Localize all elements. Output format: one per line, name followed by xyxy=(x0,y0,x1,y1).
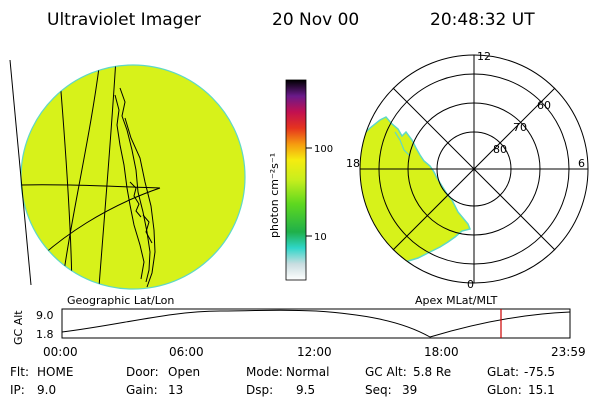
strip-axis-label: GC Alt xyxy=(12,310,25,345)
strip-xtick-0000: 00:00 xyxy=(43,345,78,359)
status-value: -75.5 xyxy=(524,365,555,379)
mlt-line-diag-2 xyxy=(392,87,556,251)
colorbar-unit-label: photon cm⁻²s⁻¹ xyxy=(268,153,281,238)
strip-xtick-1800: 18:00 xyxy=(424,345,459,359)
strip-xtick-2359: 23:59 xyxy=(551,345,586,359)
status-key: Dsp: xyxy=(246,383,273,397)
mlat-label-70: 70 xyxy=(513,121,527,134)
mlat-label-60: 60 xyxy=(537,99,551,112)
geographic-caption: Geographic Lat/Lon xyxy=(67,294,174,307)
status-key: Flt: xyxy=(10,365,29,379)
auroral-oval xyxy=(360,116,472,265)
mlt-label-0: 0 xyxy=(467,278,474,291)
status-value: 9.5 xyxy=(296,383,315,397)
altitude-curve xyxy=(61,309,571,338)
status-value: Open xyxy=(168,365,200,379)
header: Ultraviolet Imager 20 Nov 00 20:48:32 UT xyxy=(47,10,535,30)
status-block: Flt: HOME Door: Open Mode: Normal GC Alt… xyxy=(10,365,555,397)
colorbar: 100 10 photon cm⁻²s⁻¹ xyxy=(268,79,333,281)
status-key: GLon: xyxy=(487,383,522,397)
status-key: Seq: xyxy=(365,383,392,397)
image-disk xyxy=(20,64,246,290)
status-value: 9.0 xyxy=(37,383,56,397)
status-value: 15.1 xyxy=(528,383,555,397)
status-value: Normal xyxy=(286,365,329,379)
mlat-label-80: 80 xyxy=(493,143,507,156)
strip-xtick-1200: 12:00 xyxy=(297,345,332,359)
status-key: GLat: xyxy=(487,365,519,379)
strip-frame xyxy=(61,308,571,339)
status-key: Door: xyxy=(126,365,159,379)
status-key: Mode: xyxy=(246,365,283,379)
strip-xtick-0600: 06:00 xyxy=(169,345,204,359)
instrument-title: Ultraviolet Imager xyxy=(47,10,201,30)
status-row-2: IP: 9.0 Gain: 13 Dsp: 9.5 Seq: 39 GLon: … xyxy=(10,383,555,397)
status-key: IP: xyxy=(10,383,25,397)
status-key: Gain: xyxy=(126,383,158,397)
strip-ytick-max: 9.0 xyxy=(36,309,54,322)
mlt-label-12: 12 xyxy=(477,50,491,63)
altitude-strip-chart: GC Alt 9.0 1.8 00:00 06:00 12:00 18:00 2… xyxy=(12,308,586,359)
date-label: 20 Nov 00 xyxy=(272,10,359,30)
coastline xyxy=(9,59,156,288)
status-key: GC Alt: xyxy=(365,365,407,379)
colorbar-tick-label-100: 100 xyxy=(314,144,333,155)
strip-ytick-min: 1.8 xyxy=(36,328,54,341)
status-row-1: Flt: HOME Door: Open Mode: Normal GC Alt… xyxy=(10,365,555,379)
apex-polar-plot: 12 18 6 0 60 70 80 Apex MLat/MLT xyxy=(346,50,589,307)
status-value: HOME xyxy=(37,365,73,379)
apex-caption: Apex MLat/MLT xyxy=(415,294,498,307)
status-value: 39 xyxy=(402,383,417,397)
colorbar-tick-label-10: 10 xyxy=(314,232,327,243)
mlt-label-18: 18 xyxy=(346,157,360,170)
time-label: 20:48:32 UT xyxy=(430,10,535,30)
status-value: 13 xyxy=(168,383,183,397)
geographic-image: Geographic Lat/Lon xyxy=(9,59,246,307)
polar-grid xyxy=(359,54,589,284)
colorbar-gradient xyxy=(285,79,307,281)
status-value: 5.8 Re xyxy=(413,365,451,379)
mlt-label-6: 6 xyxy=(578,157,585,170)
